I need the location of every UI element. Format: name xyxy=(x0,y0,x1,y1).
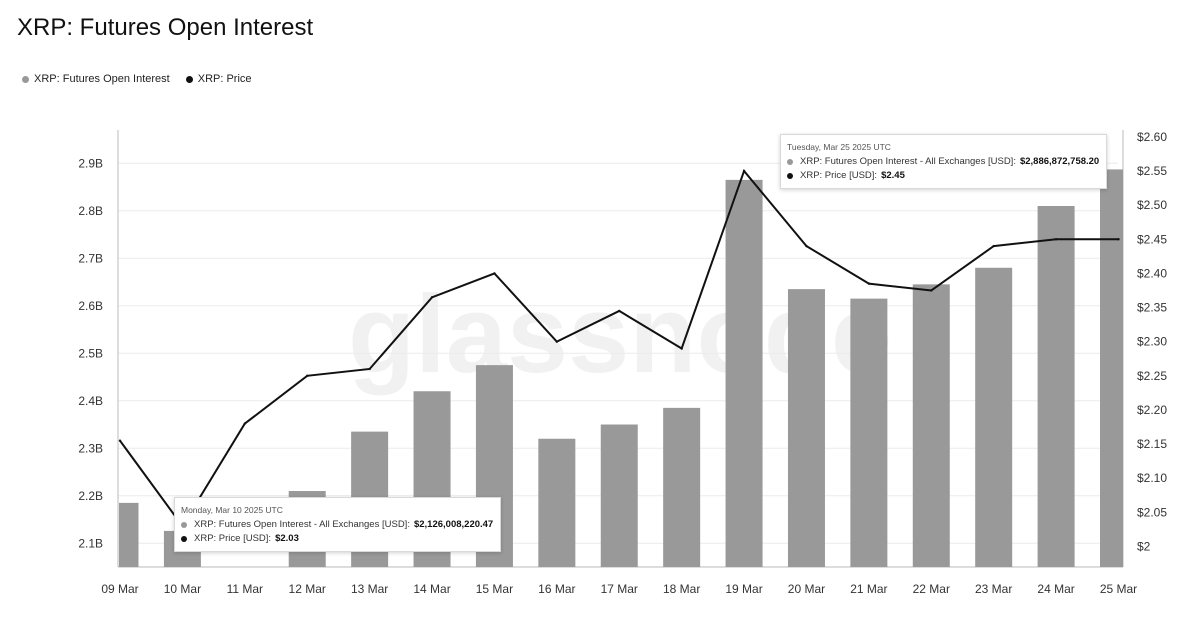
x-tick-label: 23 Mar xyxy=(975,582,1012,596)
y-left-tick-label: 2.8B xyxy=(78,204,103,218)
bar-open-interest xyxy=(975,267,1013,567)
y-right-tick-label: $2.05 xyxy=(1137,505,1167,519)
x-tick-label: 21 Mar xyxy=(850,582,887,596)
y-left-tick-label: 2.2B xyxy=(78,489,103,503)
x-tick-label: 11 Mar xyxy=(227,582,263,596)
price-point xyxy=(1117,238,1120,241)
tooltip-value: $2.03 xyxy=(275,533,299,544)
y-right-tick-label: $2.40 xyxy=(1137,266,1167,280)
price-point xyxy=(742,169,746,173)
y-right-tick-label: $2.35 xyxy=(1137,301,1167,315)
price-point xyxy=(118,439,122,442)
y-right-tick-label: $2.15 xyxy=(1137,437,1167,451)
legend-label-price: XRP: Price xyxy=(197,73,252,85)
y-left-tick-label: 2.1B xyxy=(78,536,103,550)
y-right-tick-label: $2.50 xyxy=(1137,198,1167,212)
tooltip-dot-open-interest xyxy=(181,522,187,528)
x-tick-label: 20 Mar xyxy=(788,582,825,596)
x-tick-label: 17 Mar xyxy=(601,582,638,596)
chart-title: XRP: Futures Open Interest xyxy=(17,14,314,41)
bar-open-interest xyxy=(119,502,139,567)
x-tick-label: 13 Mar xyxy=(351,582,388,596)
tooltip-row-price: XRP: Price [USD]: $2.45 xyxy=(787,169,1099,183)
legend-item-open-interest[interactable]: XRP: Futures Open Interest xyxy=(22,73,170,85)
bar-open-interest xyxy=(725,179,763,567)
price-point xyxy=(430,296,434,299)
price-point xyxy=(805,244,808,248)
y-right-tick-label: $2.55 xyxy=(1137,164,1167,178)
price-point xyxy=(1054,238,1058,241)
legend: XRP: Futures Open Interest XRP: Price xyxy=(22,73,252,85)
y-left-tick-label: 2.6B xyxy=(78,299,103,313)
x-tick-label: 16 Mar xyxy=(538,582,575,596)
price-point xyxy=(867,282,871,285)
x-tick-label: 22 Mar xyxy=(913,582,950,596)
y-right-tick-label: $2.45 xyxy=(1137,232,1167,246)
price-point xyxy=(368,367,371,371)
price-point xyxy=(243,422,247,425)
x-tick-label: 24 Mar xyxy=(1037,582,1074,596)
tooltip-mar-10: Monday, Mar 10 2025 UTC XRP: Futures Ope… xyxy=(174,497,502,552)
tooltip-dot-price xyxy=(181,536,187,542)
tooltip-label: XRP: Futures Open Interest - All Exchang… xyxy=(800,156,1016,167)
bar-open-interest xyxy=(850,298,888,567)
bar-open-interest xyxy=(912,284,950,567)
y-left-tick-label: 2.9B xyxy=(78,156,103,170)
y-left-tick-label: 2.5B xyxy=(78,346,103,360)
tooltip-date: Tuesday, Mar 25 2025 UTC xyxy=(787,142,891,152)
price-point xyxy=(555,340,559,343)
legend-item-price[interactable]: XRP: Price xyxy=(185,73,252,85)
bar-open-interest xyxy=(1037,206,1075,567)
legend-dot-open-interest xyxy=(22,75,29,83)
tooltip-mar-25: Tuesday, Mar 25 2025 UTC XRP: Futures Op… xyxy=(780,134,1108,189)
y-right-tick-label: $2.60 xyxy=(1137,130,1167,144)
x-tick-label: 15 Mar xyxy=(476,582,513,596)
x-tick-label: 12 Mar xyxy=(289,582,326,596)
bar-open-interest xyxy=(663,407,701,567)
tooltip-dot-price xyxy=(787,173,793,179)
y-right-tick-label: $2.25 xyxy=(1137,369,1167,383)
x-tick-label: 10 Mar xyxy=(164,582,201,596)
y-right-tick-label: $2.30 xyxy=(1137,335,1167,349)
y-left-tick-label: 2.7B xyxy=(78,251,103,265)
legend-label-open-interest: XRP: Futures Open Interest xyxy=(34,73,170,85)
bar-open-interest xyxy=(538,438,576,567)
tooltip-value: $2,126,008,220.47 xyxy=(413,519,494,530)
bar-open-interest xyxy=(600,424,638,567)
legend-dot-price xyxy=(185,75,193,83)
price-point xyxy=(680,347,683,350)
tooltip-dot-open-interest xyxy=(787,159,793,165)
bar-open-interest xyxy=(1100,169,1123,568)
tooltip-label: XRP: Price [USD]: xyxy=(800,170,878,181)
price-point xyxy=(930,289,933,292)
price-point xyxy=(306,374,309,378)
tooltip-label: XRP: Futures Open Interest - All Exchang… xyxy=(194,519,410,530)
tooltip-value: $2.45 xyxy=(881,170,905,181)
tooltip-label: XRP: Price [USD]: xyxy=(194,533,272,544)
y-right-tick-label: $2 xyxy=(1137,540,1151,554)
price-point xyxy=(992,244,995,248)
tooltip-row-price: XRP: Price [USD]: $2.03 xyxy=(181,532,493,546)
tooltip-row-open-interest: XRP: Futures Open Interest - All Exchang… xyxy=(787,155,1099,169)
price-point xyxy=(493,272,496,275)
tooltip-value: $2,886,872,758.20 xyxy=(1019,156,1100,167)
bar-open-interest xyxy=(787,289,825,567)
x-tick-label: 09 Mar xyxy=(101,582,138,596)
x-tick-label: 14 Mar xyxy=(413,582,450,596)
y-left-tick-label: 2.3B xyxy=(78,441,103,455)
x-tick-label: 19 Mar xyxy=(725,582,762,596)
y-left-tick-label: 2.4B xyxy=(78,394,103,408)
price-point xyxy=(618,309,621,313)
tooltip-row-open-interest: XRP: Futures Open Interest - All Exchang… xyxy=(181,518,493,532)
y-right-tick-label: $2.20 xyxy=(1137,403,1167,417)
y-right-tick-label: $2.10 xyxy=(1137,471,1167,485)
x-tick-label: 18 Mar xyxy=(663,582,700,596)
tooltip-date: Monday, Mar 10 2025 UTC xyxy=(181,505,283,515)
x-tick-label: 25 Mar xyxy=(1100,582,1137,596)
